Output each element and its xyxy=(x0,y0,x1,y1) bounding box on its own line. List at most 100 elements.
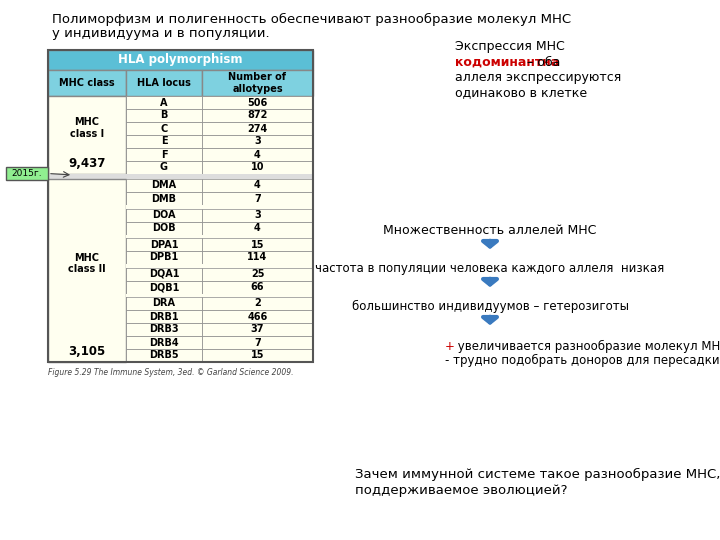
Text: 3: 3 xyxy=(254,137,261,146)
Bar xyxy=(48,70,126,96)
Text: 2: 2 xyxy=(254,299,261,308)
Bar xyxy=(202,122,313,135)
Bar xyxy=(202,192,313,205)
Bar xyxy=(126,297,202,310)
Bar xyxy=(126,148,202,161)
Bar xyxy=(202,135,313,148)
Bar xyxy=(126,264,313,267)
Bar xyxy=(126,336,202,349)
Text: DQB1: DQB1 xyxy=(149,282,179,292)
Bar xyxy=(126,234,313,238)
Bar xyxy=(48,174,313,179)
Text: частота в популяции человека каждого аллеля  низкая: частота в популяции человека каждого алл… xyxy=(315,262,665,275)
Text: аллеля экспрессируются: аллеля экспрессируются xyxy=(455,71,621,84)
Text: DPA1: DPA1 xyxy=(150,240,179,249)
Bar xyxy=(126,122,202,135)
Text: 15: 15 xyxy=(251,350,264,361)
Text: DMA: DMA xyxy=(151,180,176,191)
Text: 2015г.: 2015г. xyxy=(12,169,42,178)
Text: 4: 4 xyxy=(254,223,261,233)
Text: 15: 15 xyxy=(251,240,264,249)
Text: 66: 66 xyxy=(251,282,264,292)
Text: Зачем иммунной системе такое разнообразие МНС,: Зачем иммунной системе такое разнообрази… xyxy=(355,468,720,481)
Text: - трудно подобрать доноров для пересадки тканей: - трудно подобрать доноров для пересадки… xyxy=(445,354,720,367)
Bar xyxy=(126,161,202,174)
Bar xyxy=(48,96,126,174)
Text: DRB1: DRB1 xyxy=(149,312,179,321)
Bar xyxy=(48,50,313,362)
Text: C: C xyxy=(161,124,168,133)
Text: DQA1: DQA1 xyxy=(149,269,179,279)
Text: MHC
class II: MHC class II xyxy=(68,253,106,274)
Text: увеличивается разнообразие молекул МНС: увеличивается разнообразие молекул МНС xyxy=(454,340,720,353)
Text: DRB4: DRB4 xyxy=(149,338,179,348)
Text: поддерживаемое эволюцией?: поддерживаемое эволюцией? xyxy=(355,484,567,497)
Bar xyxy=(126,192,202,205)
Text: 4: 4 xyxy=(254,180,261,191)
Text: MHC class: MHC class xyxy=(59,78,114,88)
Bar xyxy=(202,148,313,161)
Text: DRB5: DRB5 xyxy=(149,350,179,361)
Bar xyxy=(126,205,313,208)
Bar xyxy=(202,336,313,349)
Bar xyxy=(126,267,202,280)
Bar xyxy=(126,310,202,323)
Text: 37: 37 xyxy=(251,325,264,334)
Bar xyxy=(202,238,313,251)
Bar xyxy=(202,267,313,280)
Text: E: E xyxy=(161,137,167,146)
Bar xyxy=(48,50,313,70)
Text: кодоминантна: кодоминантна xyxy=(455,56,559,69)
Bar xyxy=(126,135,202,148)
Text: 9,437: 9,437 xyxy=(68,157,106,170)
Bar xyxy=(126,221,202,234)
Bar xyxy=(202,297,313,310)
Bar xyxy=(126,323,202,336)
Text: 25: 25 xyxy=(251,269,264,279)
Text: 7: 7 xyxy=(254,193,261,204)
Text: HLA locus: HLA locus xyxy=(137,78,191,88)
Text: HLA polymorphism: HLA polymorphism xyxy=(118,53,243,66)
Bar xyxy=(126,294,313,297)
Bar xyxy=(202,161,313,174)
Bar xyxy=(202,323,313,336)
Text: F: F xyxy=(161,150,167,159)
Text: 3: 3 xyxy=(254,210,261,220)
Bar xyxy=(6,167,48,180)
Text: MHC
class I: MHC class I xyxy=(70,117,104,139)
Text: 466: 466 xyxy=(248,312,268,321)
Text: Number of
allotypes: Number of allotypes xyxy=(228,72,287,94)
Bar xyxy=(202,280,313,294)
Text: 10: 10 xyxy=(251,163,264,172)
Bar xyxy=(126,96,202,109)
Text: 506: 506 xyxy=(248,98,268,107)
Text: Множественность аллелей МНС: Множественность аллелей МНС xyxy=(383,224,597,237)
Text: DRA: DRA xyxy=(153,299,176,308)
Text: 7: 7 xyxy=(254,338,261,348)
Text: G: G xyxy=(160,163,168,172)
Bar xyxy=(202,310,313,323)
Text: у индивидуума и в популяции.: у индивидуума и в популяции. xyxy=(52,27,269,40)
Bar xyxy=(48,179,126,362)
Text: 3,105: 3,105 xyxy=(68,345,106,358)
Text: B: B xyxy=(161,111,168,120)
Text: Экспрессия МНС: Экспрессия МНС xyxy=(455,40,564,53)
Text: +: + xyxy=(445,340,455,353)
Text: DMB: DMB xyxy=(151,193,176,204)
Bar xyxy=(126,280,202,294)
Bar xyxy=(202,109,313,122)
Bar xyxy=(202,179,313,192)
Text: Полиморфизм и полигенность обеспечивают разнообразие молекул МНС: Полиморфизм и полигенность обеспечивают … xyxy=(52,13,571,26)
Text: большинство индивидуумов – гетерозиготы: большинство индивидуумов – гетерозиготы xyxy=(351,300,629,313)
Bar xyxy=(126,208,202,221)
Bar xyxy=(202,208,313,221)
Text: 4: 4 xyxy=(254,150,261,159)
Text: 274: 274 xyxy=(248,124,268,133)
Text: – оба: – оба xyxy=(523,56,560,69)
Text: DOA: DOA xyxy=(152,210,176,220)
Bar xyxy=(126,251,202,264)
Bar xyxy=(202,96,313,109)
Bar xyxy=(202,349,313,362)
Text: DOB: DOB xyxy=(152,223,176,233)
Bar xyxy=(126,109,202,122)
